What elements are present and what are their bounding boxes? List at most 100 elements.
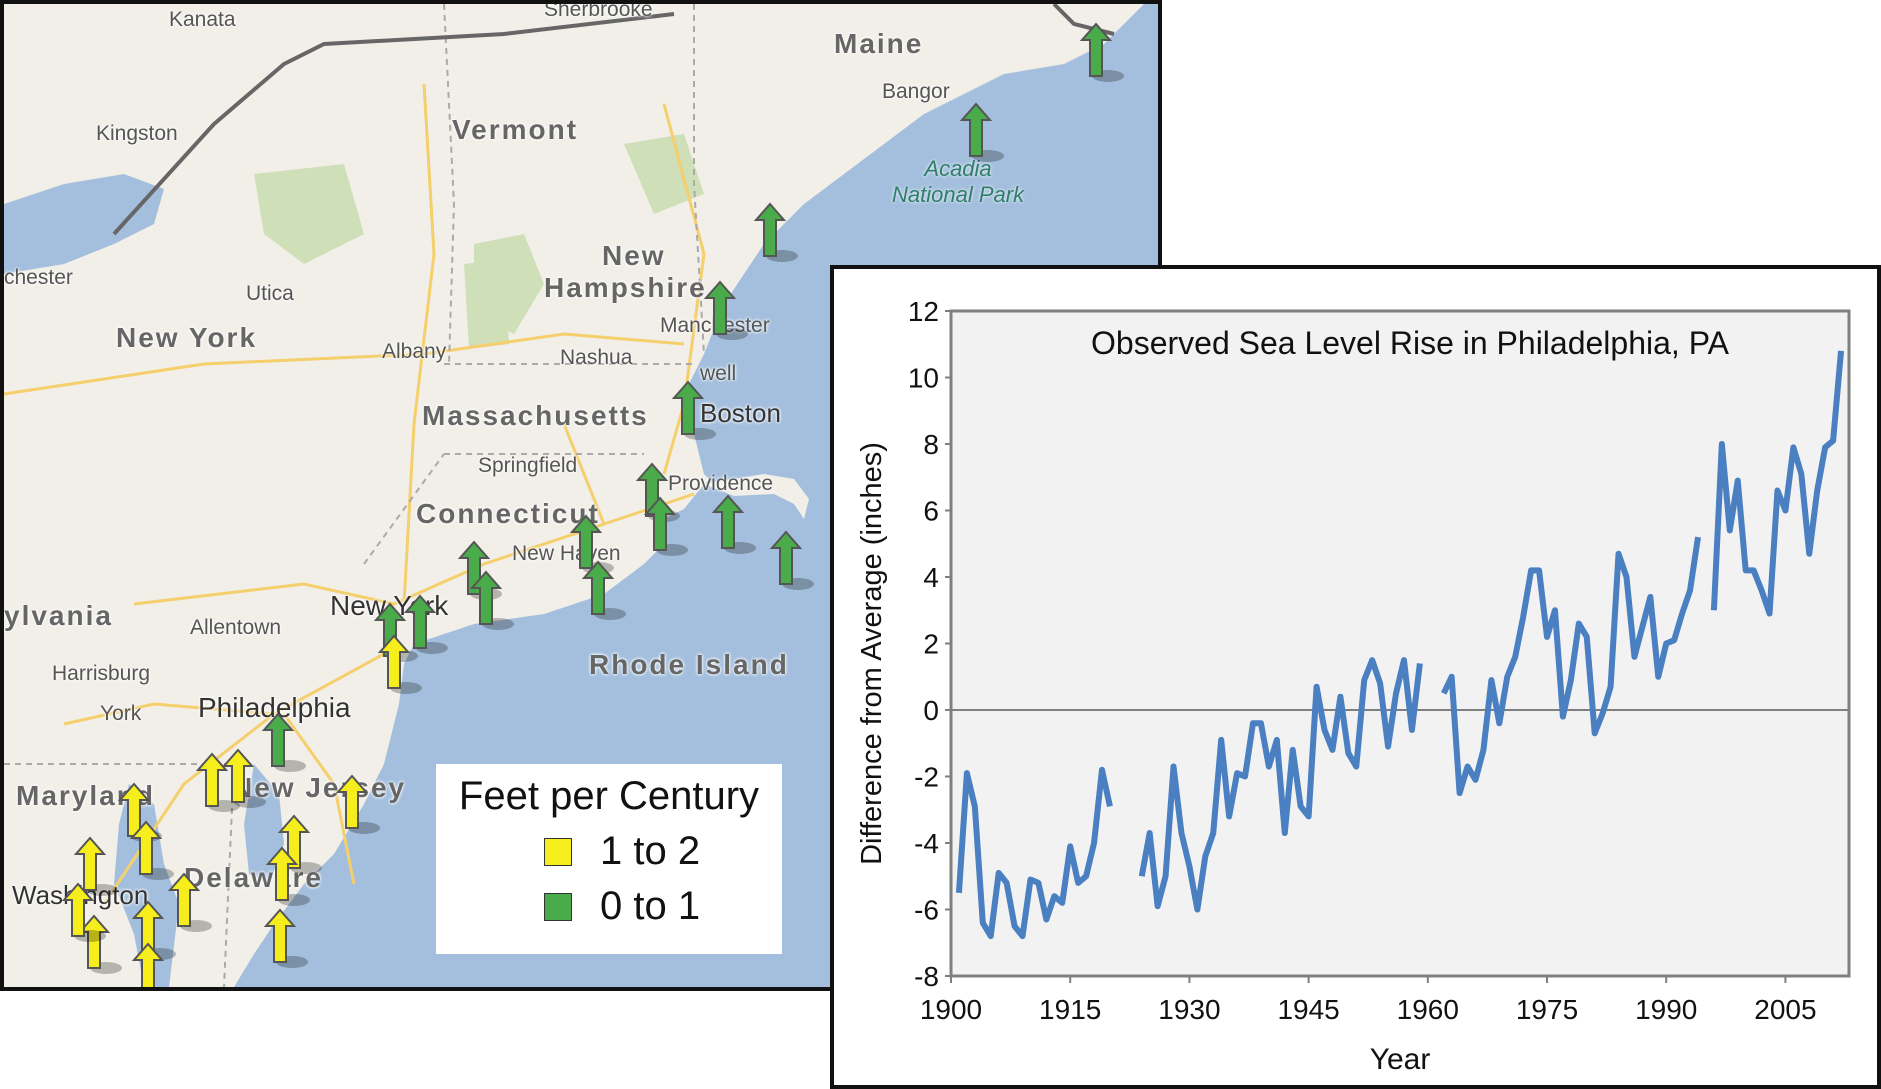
x-tick-label: 1990 bbox=[1635, 994, 1697, 1025]
state-label-new-jersey: New Jersey bbox=[232, 772, 407, 803]
sea-level-marker[interactable] bbox=[195, 752, 240, 812]
arrow-up-icon bbox=[769, 530, 803, 585]
city-label-new-haven: New Haven bbox=[512, 542, 621, 565]
arrow-up-icon bbox=[457, 540, 491, 595]
plot-area bbox=[949, 309, 1851, 978]
sea-level-marker[interactable] bbox=[167, 872, 212, 932]
sea-level-marker[interactable] bbox=[335, 774, 380, 834]
y-tick-label: 2 bbox=[923, 629, 939, 660]
sea-level-marker[interactable] bbox=[131, 942, 176, 987]
sea-level-marker[interactable] bbox=[403, 594, 448, 654]
sea-level-marker[interactable] bbox=[77, 914, 122, 974]
arrow-up-icon bbox=[403, 594, 437, 649]
city-label-kanata: Kanata bbox=[169, 8, 236, 31]
state-label-pennsylvania: ylvania bbox=[4, 600, 113, 631]
arrow-up-icon bbox=[335, 774, 369, 829]
sea-level-marker[interactable] bbox=[263, 908, 308, 968]
sea-level-marker[interactable] bbox=[581, 560, 626, 620]
state-label-new-hampshire: New bbox=[602, 240, 666, 271]
roads bbox=[4, 83, 706, 905]
y-tick-label: 8 bbox=[923, 429, 939, 460]
chart-title: Observed Sea Level Rise in Philadelphia,… bbox=[1091, 325, 1730, 361]
sea-level-marker[interactable] bbox=[129, 820, 174, 880]
forest-patch bbox=[254, 164, 364, 264]
arrow-up-icon bbox=[643, 496, 677, 551]
arrow-up-icon bbox=[569, 514, 603, 569]
city-label-york: York bbox=[100, 702, 142, 725]
sea-level-marker[interactable] bbox=[643, 496, 688, 556]
sea-level-marker[interactable] bbox=[221, 748, 266, 808]
arrow-up-icon bbox=[167, 872, 201, 927]
sea-level-chart: -8 -6 -4 -2 0 2 4 6 8 10 12 1900 1915 1930 1945 1960 197… bbox=[830, 265, 1881, 1089]
sea-level-marker[interactable] bbox=[753, 202, 798, 262]
arrow-up-icon bbox=[377, 634, 411, 689]
arrow-up-icon bbox=[1079, 22, 1113, 77]
city-label-springfield: Springfield bbox=[478, 454, 578, 477]
forest-patch bbox=[464, 259, 509, 349]
city-label-providence: Providence bbox=[668, 472, 774, 495]
city-label-utica: Utica bbox=[246, 282, 294, 305]
city-label-lowell: well bbox=[700, 362, 737, 385]
arrow-up-icon bbox=[753, 202, 787, 257]
park-label-line1: Acadia bbox=[924, 156, 992, 181]
y-tick-label: -6 bbox=[914, 895, 939, 926]
sea-level-marker[interactable] bbox=[703, 280, 748, 340]
park-label-acadia: Acadia National Park bbox=[892, 156, 1024, 208]
sea-level-marker[interactable] bbox=[1079, 22, 1124, 82]
sea-level-marker[interactable] bbox=[671, 380, 716, 440]
city-label-nashua: Nashua bbox=[560, 346, 633, 369]
sea-level-marker[interactable] bbox=[569, 514, 614, 574]
arrow-up-icon bbox=[711, 494, 745, 549]
arrow-up-icon bbox=[265, 846, 299, 901]
series-line-segment bbox=[1138, 657, 1423, 913]
x-axis-label: Year bbox=[1370, 1043, 1431, 1076]
arrow-up-icon bbox=[195, 752, 229, 807]
marker-layer bbox=[61, 22, 1124, 987]
x-tick-label: 1915 bbox=[1039, 994, 1101, 1025]
arrow-up-icon bbox=[73, 836, 107, 891]
x-tick-label: 1960 bbox=[1397, 994, 1459, 1025]
x-tick-label: 1930 bbox=[1158, 994, 1220, 1025]
arrow-up-icon bbox=[263, 908, 297, 963]
arrow-up-icon bbox=[959, 102, 993, 157]
legend-swatch-green bbox=[544, 892, 572, 921]
x-tick-label: 1975 bbox=[1516, 994, 1578, 1025]
city-label-kingston: Kingston bbox=[96, 122, 178, 145]
sea-level-marker[interactable] bbox=[469, 570, 514, 630]
sea-level-marker[interactable] bbox=[73, 836, 118, 896]
sea-level-marker[interactable] bbox=[959, 102, 1004, 162]
forest-patch bbox=[624, 134, 704, 214]
city-label-allentown: Allentown bbox=[190, 616, 282, 639]
arrow-up-icon bbox=[221, 748, 255, 803]
arrow-up-icon bbox=[129, 820, 163, 875]
arrow-up-icon bbox=[581, 560, 615, 615]
sea-level-marker[interactable] bbox=[711, 494, 756, 554]
city-label-sherbrooke: Sherbrooke bbox=[544, 0, 653, 21]
state-label-hampshire: Hampshire bbox=[544, 272, 707, 303]
legend-item-yellow: 1 to 2 bbox=[452, 829, 766, 874]
arrow-up-icon bbox=[703, 280, 737, 335]
y-tick-label: 10 bbox=[908, 363, 939, 394]
arrow-up-icon bbox=[131, 942, 165, 987]
arrow-up-icon bbox=[671, 380, 705, 435]
series-line-segment bbox=[1441, 536, 1701, 797]
sea-level-marker[interactable] bbox=[61, 882, 106, 942]
legend-label-yellow: 1 to 2 bbox=[600, 829, 701, 873]
x-tick-label: 1900 bbox=[920, 994, 982, 1025]
arrow-up-icon bbox=[277, 814, 311, 869]
city-label-rochester: chester bbox=[4, 266, 73, 289]
delaware-bay bbox=[244, 764, 284, 884]
city-label-albany: Albany bbox=[382, 340, 447, 363]
series-line-segment bbox=[955, 766, 1113, 940]
y-tick-label: 4 bbox=[923, 562, 939, 593]
y-tick-label: -4 bbox=[914, 828, 939, 859]
sea-level-marker[interactable] bbox=[769, 530, 814, 590]
sea-level-marker[interactable] bbox=[265, 846, 310, 906]
state-label-vermont: Vermont bbox=[452, 114, 579, 145]
arrow-up-icon bbox=[469, 570, 503, 625]
arrow-up-icon bbox=[261, 712, 295, 767]
sea-level-marker[interactable] bbox=[377, 634, 422, 694]
legend-swatch-yellow bbox=[544, 837, 572, 866]
y-tick-label: 6 bbox=[923, 496, 939, 527]
sea-level-marker[interactable] bbox=[261, 712, 306, 772]
